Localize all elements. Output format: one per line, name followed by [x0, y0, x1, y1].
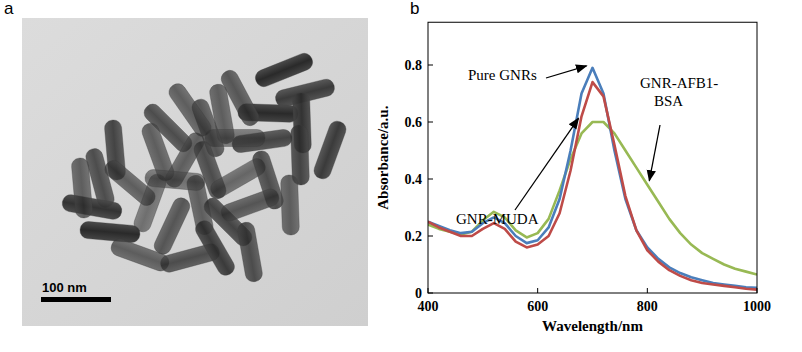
y-tick-label: 0.4 — [405, 172, 423, 187]
panel-label: a — [4, 0, 14, 18]
rod — [144, 169, 205, 191]
scale-bar-label: 100 nm — [42, 280, 87, 295]
y-tick — [428, 179, 433, 180]
x-tick — [757, 288, 758, 293]
y-tick — [428, 293, 433, 294]
rod — [219, 187, 281, 223]
lines — [428, 68, 757, 290]
y-axis-title: Absorbance/a.u. — [375, 105, 391, 209]
y-tick-label: 0.6 — [405, 115, 423, 130]
y-tick-label: 0.8 — [405, 58, 423, 73]
series-label: Pure GNRs — [468, 67, 537, 83]
panel-label: b — [410, 0, 419, 18]
rod — [193, 218, 238, 278]
rod — [312, 119, 348, 181]
series-label: GNR-MUDA — [456, 211, 539, 227]
x-tick — [647, 288, 648, 293]
x-tick — [428, 288, 429, 293]
rods — [61, 51, 348, 283]
rod — [71, 157, 93, 218]
rod — [79, 221, 140, 243]
x-tick-label: 600 — [527, 299, 548, 314]
rod — [253, 51, 315, 89]
x-tick-label: 400 — [418, 299, 439, 314]
rod — [280, 175, 299, 236]
y-tick — [428, 65, 433, 66]
scale-bar — [41, 297, 111, 302]
y-tick — [428, 122, 433, 123]
figure: 100 nm a b 400 600 800 1000 0 0.2 0.4 0.6 0.8 Wavele… — [0, 0, 802, 352]
label-arrow — [649, 125, 660, 181]
tem-image — [22, 18, 368, 326]
series-line — [428, 68, 757, 288]
label-arrow — [546, 66, 587, 78]
rod — [152, 195, 193, 257]
x-tick-label: 1000 — [743, 299, 771, 314]
y-tick-label: 0.2 — [405, 229, 423, 244]
label-arrow — [515, 118, 579, 210]
x-axis-title: Wavelength/nm — [542, 318, 643, 334]
y-tick-label: 0 — [415, 286, 422, 301]
series-label: BSA — [654, 93, 683, 109]
x-tick-label: 800 — [637, 299, 658, 314]
series-label: GNR-AFB1- — [640, 75, 718, 91]
plot-frame — [428, 22, 757, 293]
series-line — [428, 82, 757, 289]
x-tick — [537, 288, 538, 293]
series-line — [428, 122, 757, 274]
rod — [236, 221, 263, 283]
y-tick — [428, 236, 433, 237]
